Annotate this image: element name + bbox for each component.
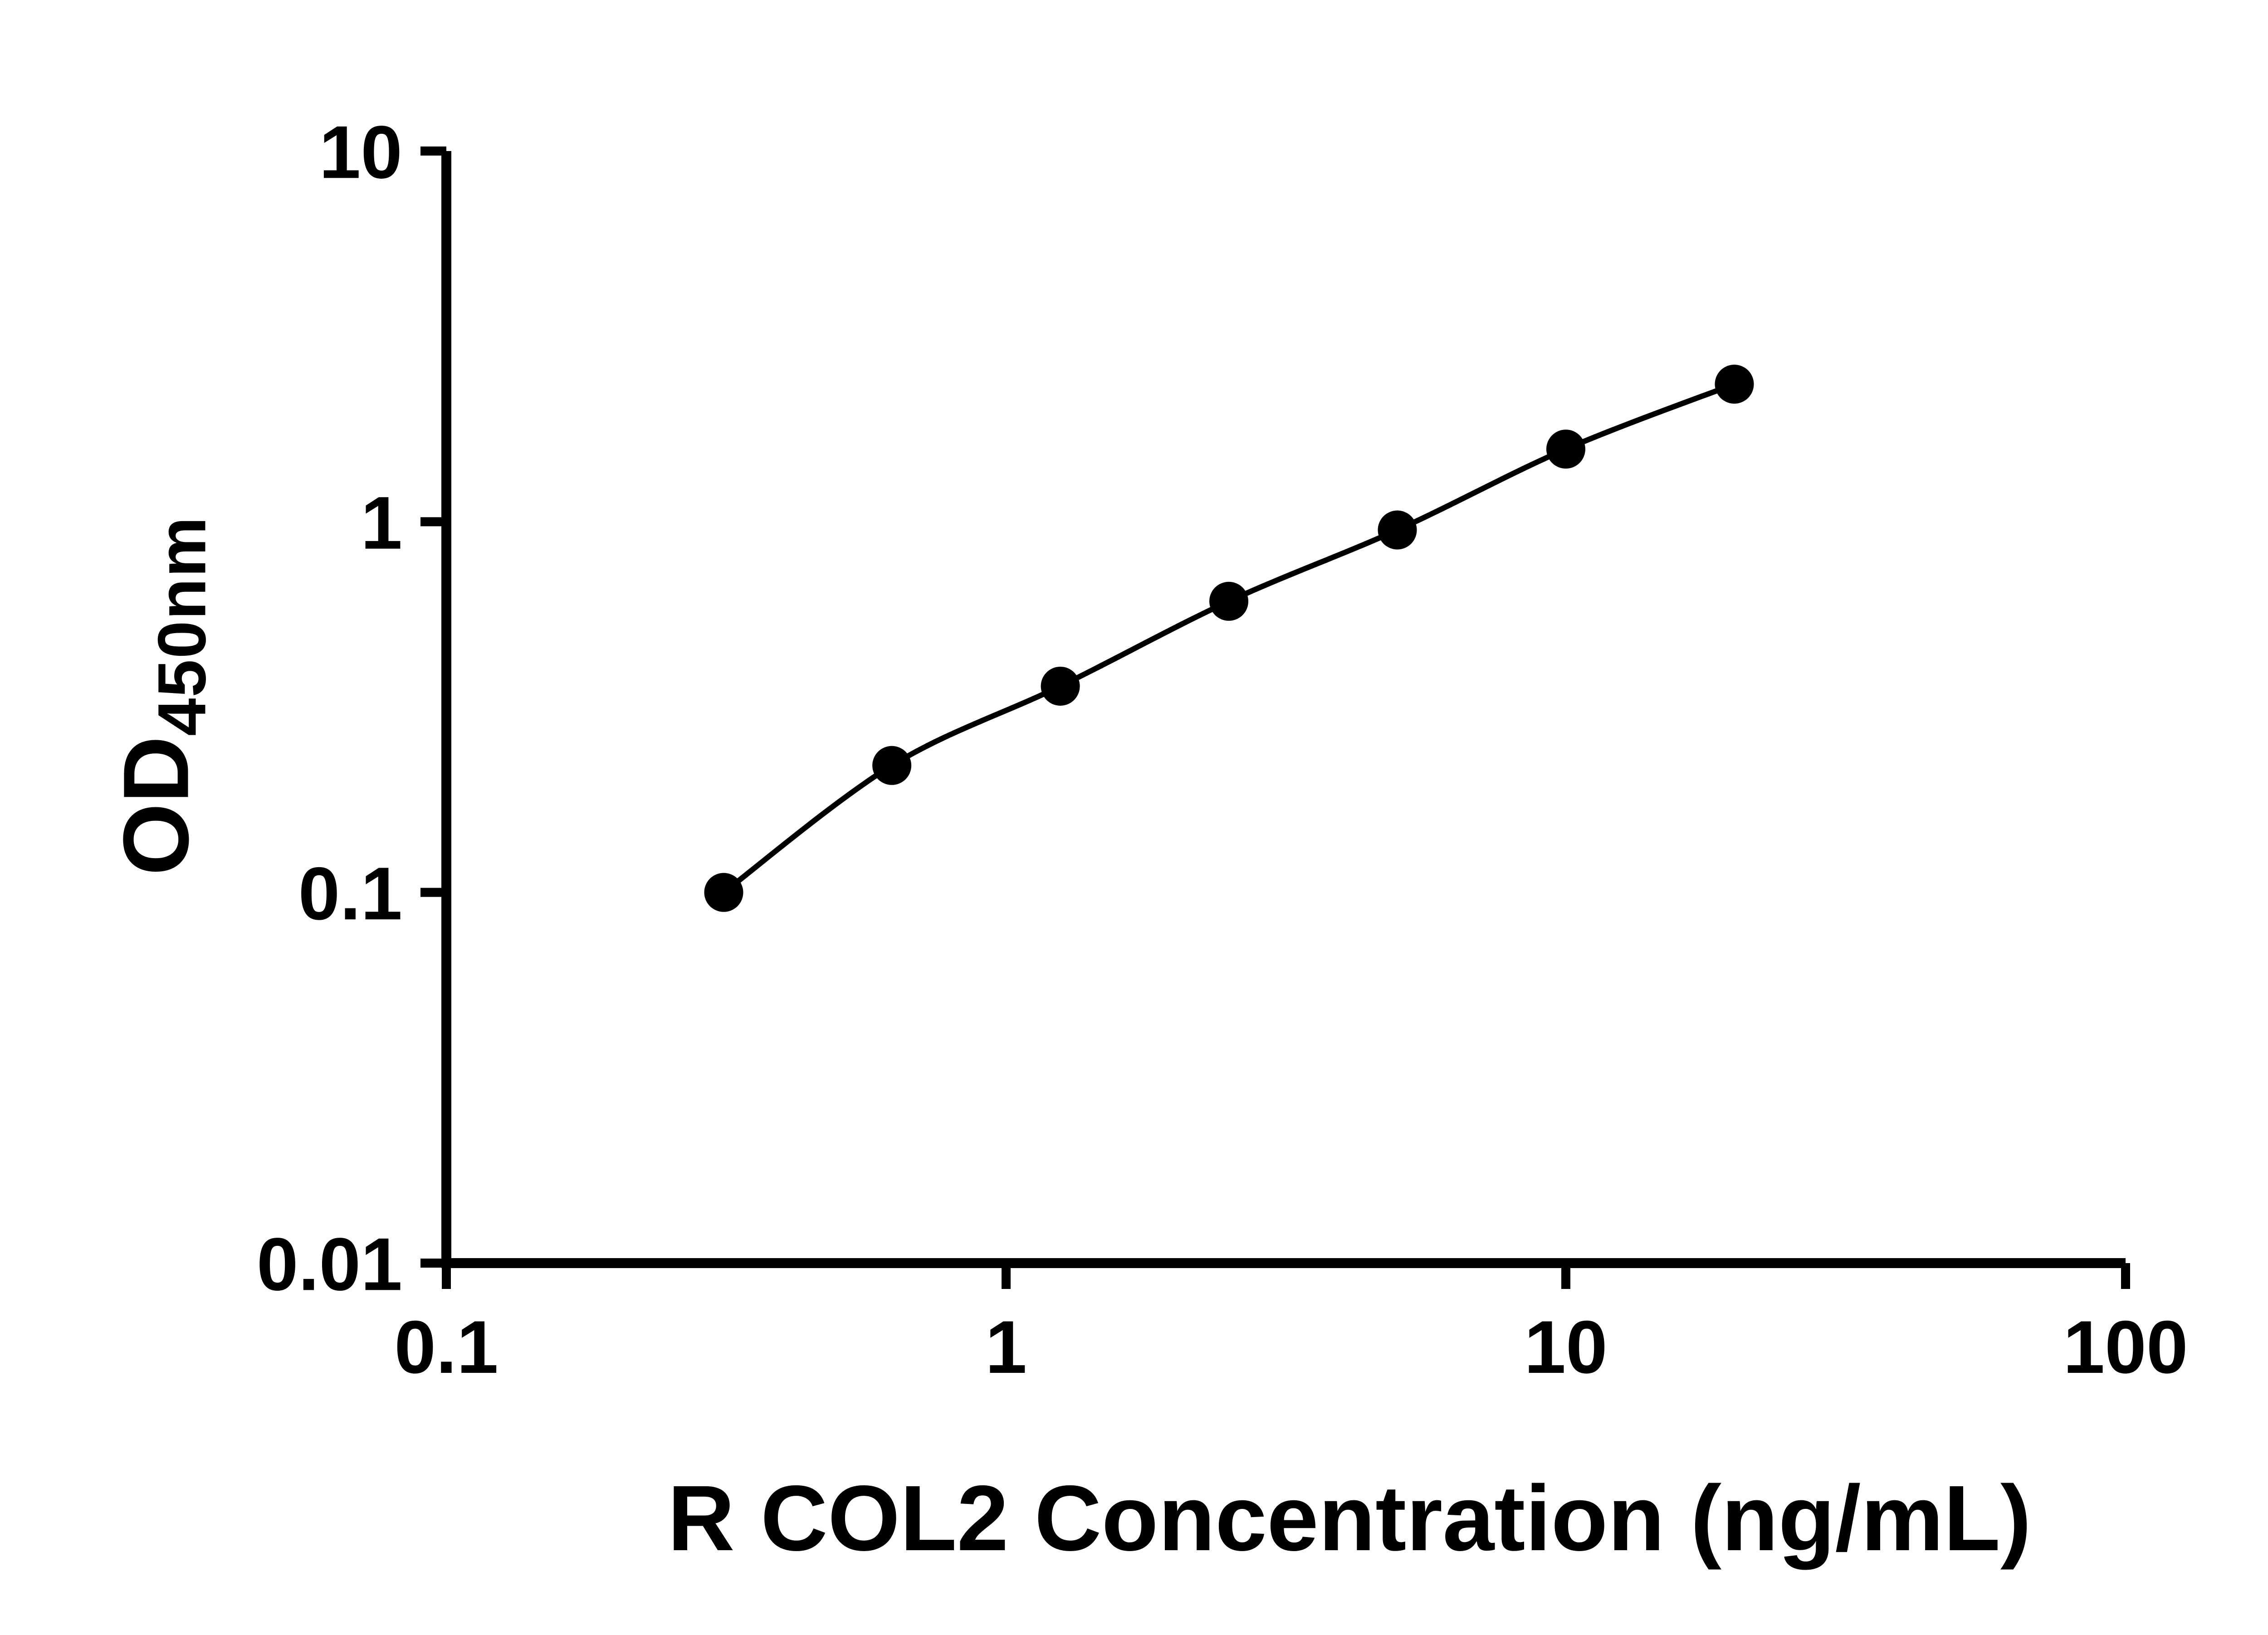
data-point: [872, 746, 912, 785]
y-tick-label: 10: [319, 110, 402, 194]
data-point: [704, 873, 743, 912]
y-axis-title: OD450nm: [103, 516, 221, 876]
y-tick-label: 0.1: [298, 852, 402, 935]
y-tick-label: 1: [361, 481, 402, 565]
x-tick-label: 100: [2063, 1305, 2188, 1389]
y-tick-label: 0.01: [257, 1222, 402, 1306]
data-point: [1546, 429, 1585, 469]
x-tick-label: 10: [1524, 1305, 1608, 1389]
x-tick-label: 1: [985, 1305, 1027, 1389]
x-axis-title: R COL2 Concentration (ng/mL): [667, 1466, 2032, 1570]
fit-curve: [722, 381, 1735, 895]
y-axis-title-sub: 450nm: [143, 516, 220, 736]
data-point: [1209, 581, 1249, 621]
data-point: [1715, 365, 1754, 404]
data-point: [1378, 510, 1417, 550]
data-point: [1041, 666, 1080, 706]
y-axis-title-main: OD: [104, 736, 208, 876]
axes: [441, 151, 2126, 1268]
x-tick-label: 0.1: [394, 1305, 498, 1389]
